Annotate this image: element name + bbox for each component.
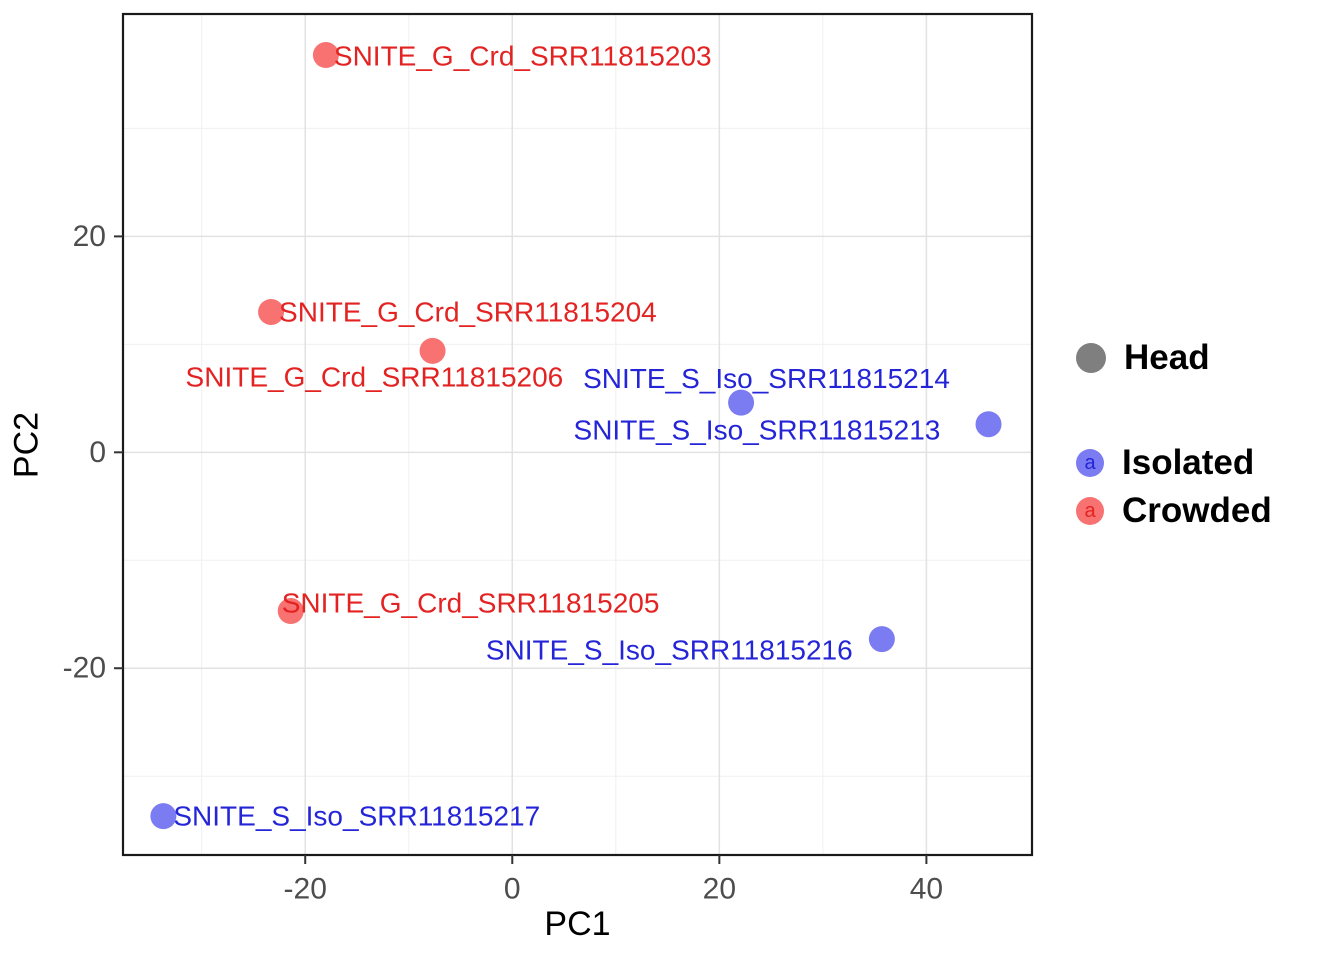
data-point-isolated [150,803,177,830]
y-tick-label: 0 [89,436,106,469]
legend-label-crowded: Crowded [1122,491,1272,530]
point-label-isolated: SNITE_S_Iso_SRR11815216 [486,635,853,666]
point-label-crowded: SNITE_G_Crd_SRR11815203 [334,41,712,72]
data-point-isolated [975,411,1002,438]
x-tick-label: 0 [504,873,521,906]
crowded-legend-key-icon: a [1076,497,1104,525]
legend: Head a Isolated a Crowded [1076,336,1272,535]
point-label-crowded: SNITE_G_Crd_SRR11815206 [186,361,564,392]
x-tick-label: -20 [284,873,327,906]
data-point-isolated [868,626,895,653]
y-tick-label: 20 [73,220,106,253]
data-point-crowded [419,337,446,364]
isolated-legend-key-icon: a [1076,449,1104,477]
y-tick-label: -20 [63,652,106,685]
data-point-crowded [312,42,339,69]
legend-label-isolated: Isolated [1122,443,1255,482]
point-label-isolated: SNITE_S_Iso_SRR11815213 [574,415,941,446]
point-label-crowded: SNITE_G_Crd_SRR11815205 [282,588,660,619]
panel-background [123,14,1032,855]
panel-border [121,12,1034,857]
y-axis-title: PC2 [7,411,46,479]
head-legend-dot-icon [1076,343,1106,373]
legend-label-head: Head [1124,338,1210,377]
data-point-crowded [277,598,304,625]
point-label-crowded: SNITE_G_Crd_SRR11815204 [279,296,657,327]
legend-entry-head: Head [1076,336,1272,380]
legend-entry-crowded: a Crowded [1076,487,1272,535]
x-tick-label: 20 [703,873,736,906]
point-label-isolated: SNITE_S_Iso_SRR11815214 [583,363,950,394]
data-point-isolated [728,389,755,416]
data-point-crowded [258,298,285,325]
legend-entry-isolated: a Isolated [1076,439,1272,487]
x-tick-label: 40 [910,873,943,906]
x-axis-title: PC1 [544,905,611,943]
point-label-isolated: SNITE_S_Iso_SRR11815217 [173,801,540,832]
legend-color-groups: a Isolated a Crowded [1076,439,1272,535]
